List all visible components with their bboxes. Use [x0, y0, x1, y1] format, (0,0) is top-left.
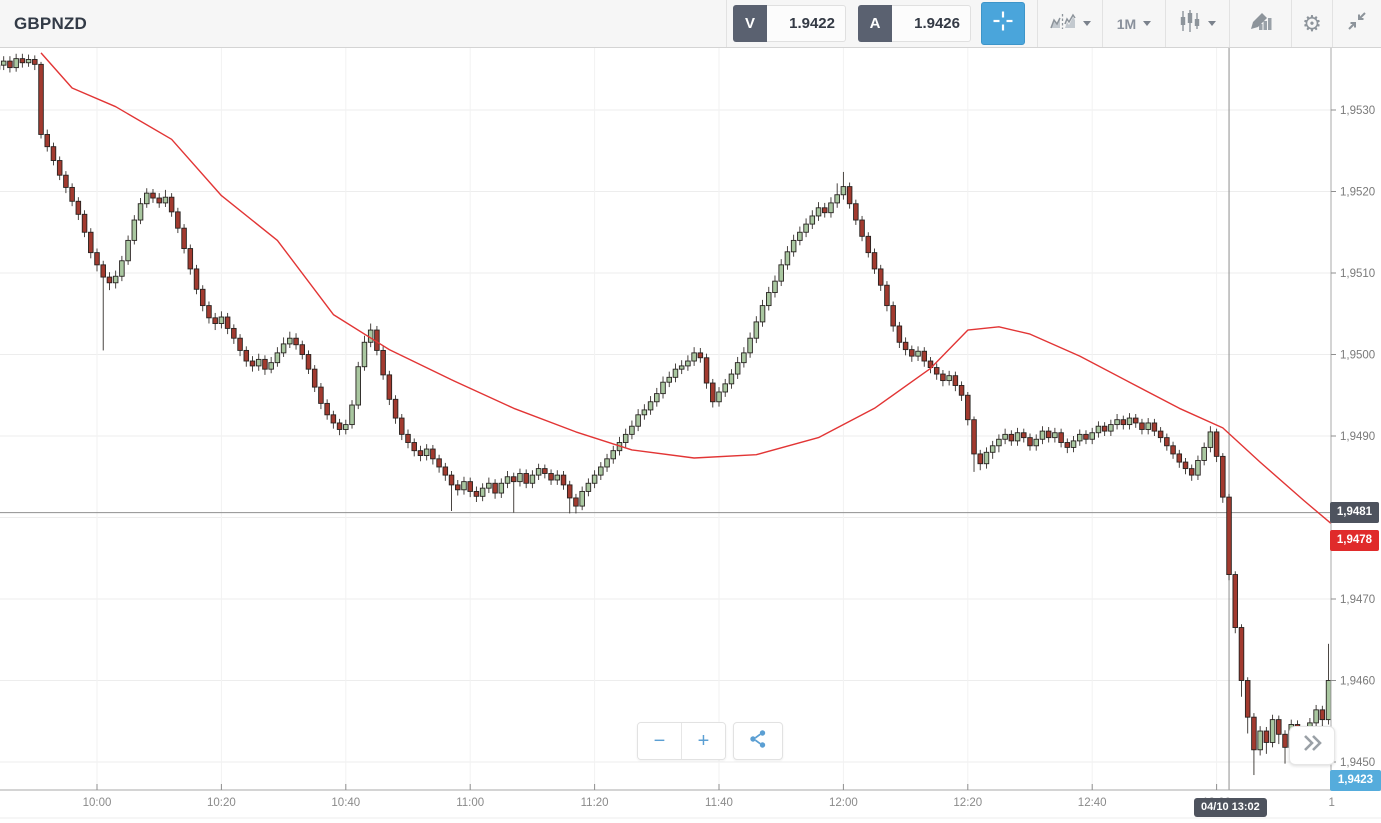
svg-text:12:40: 12:40 — [1078, 797, 1107, 809]
candle-style-button[interactable] — [1165, 0, 1229, 47]
svg-text:1,9530: 1,9530 — [1340, 105, 1375, 117]
zoom-in-button[interactable]: + — [681, 723, 725, 759]
collapse-chart-button[interactable] — [1332, 0, 1381, 47]
collapse-icon — [1346, 10, 1368, 37]
zoom-out-button[interactable]: − — [638, 723, 681, 759]
share-icon — [748, 729, 768, 754]
crosshair-tool-button[interactable] — [981, 2, 1025, 45]
chevron-down-icon — [1208, 21, 1216, 26]
crosshair-icon — [992, 10, 1014, 37]
chart-type-button[interactable] — [1037, 0, 1102, 47]
share-button[interactable] — [733, 722, 783, 760]
svg-text:10:20: 10:20 — [207, 797, 236, 809]
sell-price-value[interactable]: 1.9422 — [767, 5, 846, 42]
symbol-title: GBPNZD — [14, 13, 87, 33]
svg-text:1,9470: 1,9470 — [1340, 594, 1375, 606]
svg-text:11:00: 11:00 — [456, 797, 484, 809]
chevron-down-icon — [1143, 21, 1152, 26]
svg-text:1,9460: 1,9460 — [1340, 676, 1375, 688]
buy-quote-group: A 1.9426 — [858, 5, 971, 42]
svg-text:1,9450: 1,9450 — [1340, 757, 1375, 769]
svg-text:12:20: 12:20 — [953, 797, 982, 809]
timeframe-label: 1M — [1116, 15, 1137, 32]
quote-cell: V 1.9422 A 1.9426 — [726, 0, 1037, 47]
svg-text:1: 1 — [1328, 797, 1334, 809]
gear-icon: ⚙ — [1302, 10, 1322, 36]
svg-text:11:40: 11:40 — [705, 797, 733, 809]
indicators-button[interactable] — [1229, 0, 1291, 47]
area-chart-icon — [1049, 11, 1076, 36]
svg-text:10:00: 10:00 — [83, 797, 112, 809]
svg-text:1,9490: 1,9490 — [1340, 431, 1375, 443]
buy-button[interactable]: A — [858, 5, 892, 42]
crosshair-price-label: 1,9481 — [1330, 502, 1379, 524]
timeframe-button[interactable]: 1M — [1102, 0, 1165, 47]
indicators-icon — [1249, 11, 1273, 36]
buy-price-value[interactable]: 1.9426 — [892, 5, 971, 42]
chart-toolbar: GBPNZD V 1.9422 A 1.9426 — [0, 0, 1381, 48]
ma-value-label: 1,9478 — [1330, 529, 1379, 551]
svg-text:10:40: 10:40 — [331, 797, 360, 809]
toolbar-controls: V 1.9422 A 1.9426 — [726, 0, 1381, 47]
candlestick-icon — [1179, 10, 1201, 37]
svg-text:1,9520: 1,9520 — [1340, 187, 1375, 199]
crosshair-time-tooltip: 04/10 13:02 — [1194, 798, 1267, 817]
sell-button[interactable]: V — [733, 5, 767, 42]
current-price-label: 1,9423 — [1330, 770, 1381, 791]
double-chevron-right-icon — [1300, 731, 1324, 760]
chevron-down-icon — [1082, 21, 1091, 26]
scroll-to-latest-button[interactable] — [1289, 726, 1335, 765]
settings-button[interactable]: ⚙ — [1291, 0, 1332, 47]
zoom-controls: − + — [637, 722, 726, 760]
svg-text:12:00: 12:00 — [829, 797, 858, 809]
svg-text:1,9500: 1,9500 — [1340, 350, 1375, 362]
sell-quote-group: V 1.9422 — [733, 5, 846, 42]
svg-text:1,9510: 1,9510 — [1340, 268, 1375, 280]
svg-text:11:20: 11:20 — [581, 797, 609, 809]
